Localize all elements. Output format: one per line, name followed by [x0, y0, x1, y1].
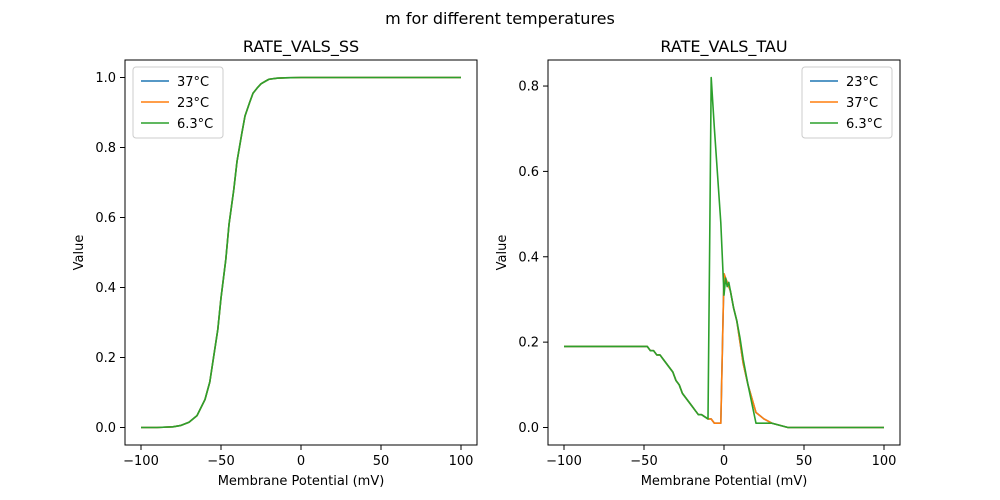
x-axis-label: Membrane Potential (mV) [218, 474, 385, 489]
y-tick-label: 0.2 [518, 336, 539, 351]
x-tick-label: −50 [630, 454, 657, 469]
x-tick-label: −50 [207, 454, 234, 469]
y-axis-label: Value [72, 235, 87, 271]
legend-entry: 37°C [177, 75, 209, 90]
legend-box [801, 66, 893, 139]
x-tick-label: 0 [720, 454, 728, 469]
x-tick-label: 0 [297, 454, 305, 469]
y-tick-label: 0.8 [518, 80, 539, 95]
series-group [564, 76, 884, 429]
legend-entry: 6.3°C [177, 117, 213, 132]
x-tick-label: −100 [546, 454, 582, 469]
y-tick-label: 0.0 [95, 421, 116, 436]
x-tick-label: 50 [796, 454, 813, 469]
legend-box [132, 66, 224, 139]
x-tick-label: 50 [373, 454, 390, 469]
panel-rate-vals-tau: RATE_VALS_TAU −100 −50 0 50 100 0.0 0.2 0.4 0.6 0.… [495, 37, 901, 489]
y-tick-label: 0.4 [95, 281, 116, 296]
y-tick-label: 0.8 [95, 141, 116, 156]
panel-rate-vals-ss: RATE_VALS_SS −100 −50 0 50 100 0.0 0.2 0.4 0.6 0.8… [72, 37, 478, 489]
figure-suptitle: m for different temperatures [385, 9, 615, 28]
y-axis-label: Value [495, 235, 510, 271]
legend-entry: 23°C [177, 96, 209, 111]
y-tick-label: 0.0 [518, 421, 539, 436]
chart-title: RATE_VALS_SS [243, 37, 359, 57]
series-line-2 [564, 76, 884, 429]
x-axis-label: Membrane Potential (mV) [641, 474, 808, 489]
legend-entry: 6.3°C [846, 117, 882, 132]
y-tick-label: 0.4 [518, 250, 539, 265]
chart-title: RATE_VALS_TAU [660, 37, 787, 57]
y-tick-label: 0.6 [518, 165, 539, 180]
legend: 37°C 23°C 6.3°C [132, 66, 224, 139]
x-tick-label: −100 [123, 454, 159, 469]
legend: 23°C 37°C 6.3°C [801, 66, 893, 139]
series-group [141, 76, 461, 429]
y-tick-label: 1.0 [95, 71, 116, 86]
legend-entry: 37°C [846, 96, 878, 111]
x-tick-label: 100 [872, 454, 897, 469]
x-tick-label: 100 [449, 454, 474, 469]
series-line-2 [141, 76, 461, 429]
legend-entry: 23°C [846, 75, 878, 90]
y-tick-label: 0.2 [95, 351, 116, 366]
y-tick-label: 0.6 [95, 211, 116, 226]
